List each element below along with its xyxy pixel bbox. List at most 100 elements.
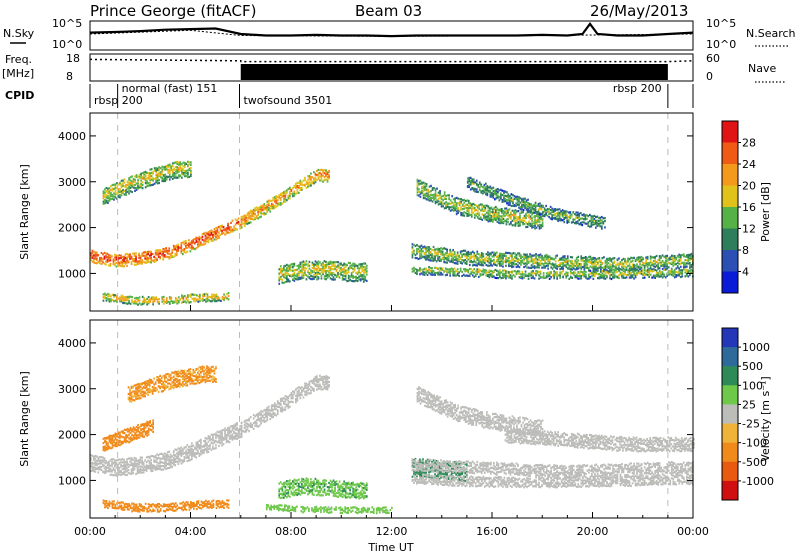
data-cell — [479, 255, 482, 258]
data-cell — [304, 176, 306, 179]
data-cell — [249, 209, 252, 212]
data-cell — [159, 464, 161, 467]
data-cell — [456, 272, 459, 276]
data-cell — [135, 188, 138, 191]
data-cell — [678, 262, 681, 265]
data-cell — [467, 274, 470, 277]
data-cell — [640, 266, 643, 269]
data-cell — [221, 229, 223, 232]
data-cell — [538, 256, 540, 259]
data-cell — [524, 206, 526, 209]
data-cell — [305, 278, 308, 281]
data-cell — [174, 454, 177, 457]
data-cell — [470, 259, 473, 263]
data-cell — [422, 273, 424, 276]
data-cell — [441, 253, 444, 256]
data-cell — [143, 297, 145, 300]
data-cell — [666, 258, 669, 261]
data-cell — [565, 273, 568, 276]
data-cell — [183, 456, 186, 459]
data-cell — [234, 223, 237, 226]
data-cell — [649, 255, 652, 258]
data-cell — [197, 446, 199, 449]
data-cell — [484, 216, 487, 219]
data-cell — [689, 271, 691, 274]
data-cell — [532, 215, 535, 218]
data-cell — [518, 258, 521, 261]
data-cell — [165, 300, 168, 303]
data-cell — [166, 252, 169, 255]
data-cell — [231, 435, 234, 438]
data-cell — [116, 296, 118, 300]
data-cell — [602, 222, 605, 225]
data-cell — [471, 255, 474, 258]
data-cell — [534, 208, 537, 211]
data-cell — [425, 188, 428, 191]
y-tick-label: 3000 — [58, 176, 86, 189]
data-cell — [664, 255, 667, 258]
data-cell — [203, 439, 205, 443]
data-cell — [530, 206, 532, 209]
data-cell — [477, 268, 480, 271]
data-cell — [108, 298, 111, 301]
data-cell — [234, 228, 237, 231]
data-cell — [578, 263, 581, 266]
data-cell — [243, 214, 246, 217]
data-cell — [186, 448, 189, 451]
data-cell — [188, 294, 191, 297]
data-cell — [111, 460, 113, 463]
data-cell — [446, 251, 448, 255]
data-cell — [130, 261, 133, 264]
data-cell — [222, 228, 225, 231]
data-cell — [493, 214, 496, 217]
data-cell — [148, 257, 151, 260]
data-cell — [497, 256, 500, 259]
data-cell — [487, 211, 490, 215]
data-cell — [587, 221, 590, 224]
power-data — [90, 113, 694, 311]
data-cell — [562, 267, 564, 270]
data-cell — [481, 218, 484, 221]
data-cell — [463, 211, 466, 214]
data-cell — [328, 174, 330, 177]
data-cell — [547, 271, 549, 274]
data-cell — [310, 175, 312, 179]
data-cell — [454, 206, 456, 209]
data-cell — [509, 195, 511, 198]
data-cell — [515, 259, 518, 262]
data-cell — [174, 172, 177, 175]
data-cell — [557, 274, 560, 277]
data-cell — [163, 254, 166, 257]
data-cell — [526, 266, 528, 269]
data-cell — [128, 178, 130, 181]
data-cell — [264, 205, 267, 208]
data-cell — [203, 298, 206, 302]
data-cell — [187, 164, 189, 167]
data-cell — [619, 261, 622, 264]
data-cell — [193, 293, 195, 296]
data-cell — [507, 211, 509, 214]
data-cell — [547, 255, 549, 258]
data-cell — [446, 268, 448, 271]
cpid-segment-label: rbsp 200 — [613, 82, 662, 95]
data-cell — [524, 200, 526, 204]
data-cell — [283, 194, 285, 197]
data-cell — [328, 269, 330, 272]
data-cell — [679, 262, 682, 265]
data-cell — [316, 178, 318, 181]
data-cell — [216, 237, 219, 240]
data-cell — [527, 202, 529, 205]
data-cell — [328, 177, 330, 180]
data-cell — [489, 207, 491, 210]
data-cell — [293, 264, 296, 267]
data-cell — [147, 171, 150, 175]
data-cell — [189, 246, 192, 249]
data-cell — [189, 241, 192, 244]
data-cell — [645, 258, 647, 262]
data-cell — [319, 179, 321, 182]
data-cell — [539, 270, 542, 273]
data-cell — [500, 188, 502, 191]
data-cell — [181, 172, 183, 176]
data-cell — [529, 224, 532, 227]
data-cell — [648, 273, 650, 276]
